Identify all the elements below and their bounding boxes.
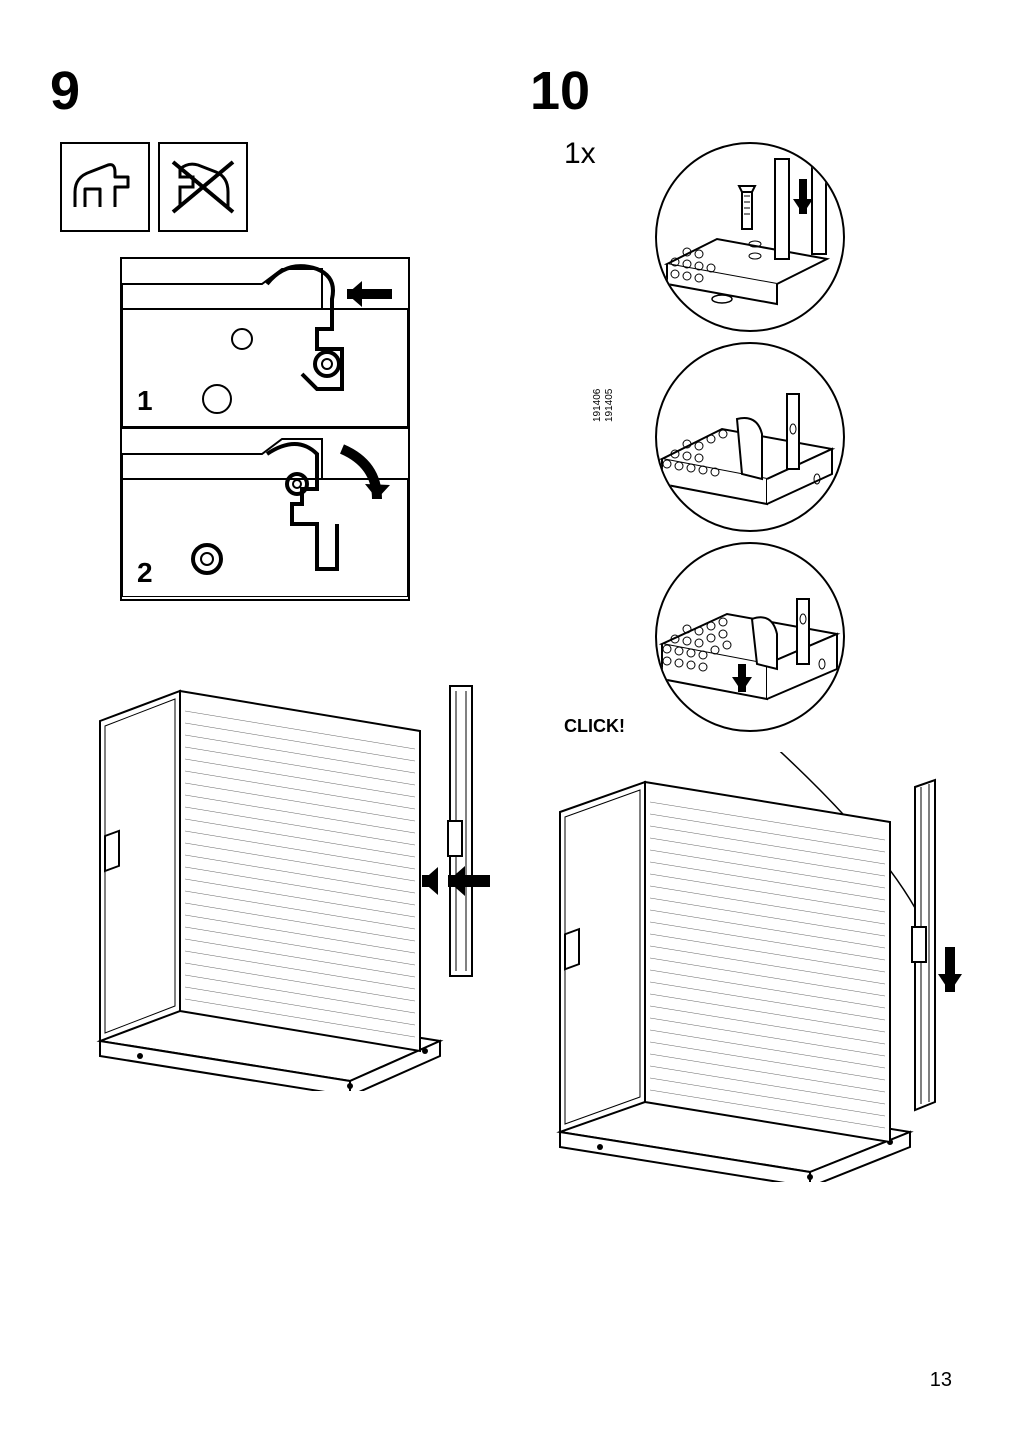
step-number-9: 9 xyxy=(50,60,490,122)
detail-2-diagram xyxy=(122,429,408,597)
cabinet-step9 xyxy=(50,661,490,1091)
correct-orientation-box xyxy=(60,142,150,232)
detail-1-diagram xyxy=(122,259,408,427)
circle-detail-1 xyxy=(655,142,845,332)
circle-1-svg xyxy=(657,144,843,330)
circle-detail-2 xyxy=(655,342,845,532)
profile-wrong-icon xyxy=(168,157,238,217)
left-column: 9 xyxy=(50,60,490,1260)
right-column: 10 1x xyxy=(530,60,970,1260)
cabinet-step10 xyxy=(530,752,970,1182)
cabinet-9-svg xyxy=(50,661,490,1091)
page-number: 13 xyxy=(930,1369,952,1392)
quantity-label: 1x xyxy=(560,137,600,171)
circle-3-svg xyxy=(657,544,843,730)
cabinet-10-svg xyxy=(530,752,970,1182)
wrong-orientation-box xyxy=(158,142,248,232)
step-number-10: 10 xyxy=(530,60,970,122)
click-label: CLICK! xyxy=(560,716,629,737)
substep-number-2: 2 xyxy=(137,557,153,589)
detail-circles: 1x xyxy=(530,142,970,732)
instruction-page: 9 xyxy=(0,0,1012,1432)
circle-2-svg xyxy=(657,344,843,530)
detail-panel-2: 2 xyxy=(122,429,408,599)
circle-detail-3 xyxy=(655,542,845,732)
substep-number-1: 1 xyxy=(137,385,153,417)
part-numbers: 191406 191405 xyxy=(592,389,616,422)
columns-container: 9 xyxy=(50,60,962,1260)
detail-panel-1: 1 xyxy=(122,259,408,429)
detail-steps-frame: 1 2 xyxy=(120,257,410,601)
orientation-boxes xyxy=(60,142,490,232)
profile-correct-icon xyxy=(70,157,140,217)
